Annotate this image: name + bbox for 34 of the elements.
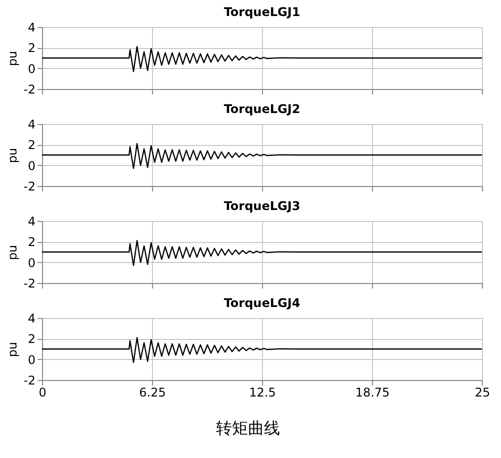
y-tick-label: -2 bbox=[24, 276, 36, 290]
chart-title: TorqueLGJ4 bbox=[224, 296, 300, 310]
line-series bbox=[42, 143, 482, 170]
y-axis-title: pu bbox=[6, 342, 20, 358]
y-tick-label: 2 bbox=[28, 41, 36, 56]
y-tick-label: 4 bbox=[28, 312, 36, 326]
chart-title: TorqueLGJ3 bbox=[224, 199, 300, 213]
x-tick-label: 6.25 bbox=[139, 386, 166, 400]
line-series bbox=[42, 240, 482, 266]
y-tick-label: 4 bbox=[28, 20, 36, 34]
x-tick-label: 0 bbox=[38, 386, 46, 400]
x-tick-label: 12.5 bbox=[249, 386, 276, 400]
line-series bbox=[42, 46, 482, 72]
y-axis-title: pu bbox=[6, 148, 20, 164]
x-tick-label: 18.75 bbox=[355, 386, 390, 400]
y-tick-label: -2 bbox=[24, 374, 36, 388]
y-tick-label: -2 bbox=[24, 180, 36, 194]
y-tick-label: -2 bbox=[24, 82, 36, 96]
y-tick-label: 0 bbox=[28, 256, 36, 270]
line-series bbox=[42, 337, 482, 364]
y-tick-label: 0 bbox=[28, 158, 36, 173]
x-tick-label: 25 bbox=[474, 386, 490, 400]
y-axis-title: pu bbox=[6, 244, 20, 260]
text: 转矩曲线 bbox=[216, 418, 280, 438]
y-axis-title: pu bbox=[6, 50, 20, 66]
y-tick-label: 4 bbox=[28, 214, 36, 228]
y-tick-label: 2 bbox=[28, 332, 36, 346]
y-tick-label: 0 bbox=[28, 352, 36, 367]
y-tick-label: 0 bbox=[28, 62, 36, 76]
y-tick-label: 2 bbox=[28, 235, 36, 250]
y-tick-label: 2 bbox=[28, 138, 36, 152]
chart-title: TorqueLGJ2 bbox=[224, 102, 300, 116]
y-tick-label: 4 bbox=[28, 118, 36, 132]
chart-title: TorqueLGJ1 bbox=[224, 5, 300, 19]
